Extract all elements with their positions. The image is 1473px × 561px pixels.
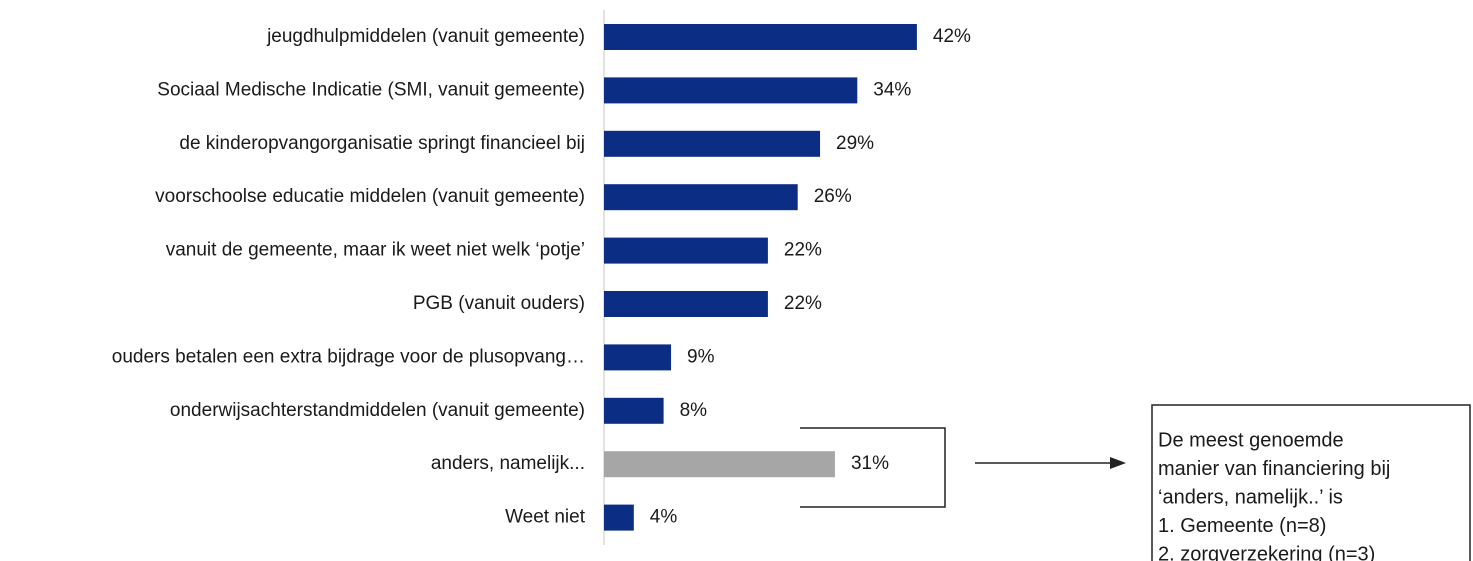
arrow-head xyxy=(1110,457,1126,469)
bar xyxy=(604,77,858,104)
bar xyxy=(604,130,821,157)
value-label: 26% xyxy=(814,186,852,207)
bar xyxy=(604,184,798,211)
category-label: PGB (vanuit ouders) xyxy=(413,293,585,314)
value-label: 34% xyxy=(873,79,911,100)
category-label: Weet niet xyxy=(505,507,586,528)
annotation-text: De meest genoemde xyxy=(1158,429,1344,451)
bar xyxy=(604,344,672,371)
bar xyxy=(604,397,664,424)
annotation-text: manier van financiering bij xyxy=(1158,458,1390,480)
bar xyxy=(604,291,768,317)
value-label: 42% xyxy=(933,26,971,47)
annotation-box xyxy=(1151,404,1471,561)
category-label: Sociaal Medische Indicatie (SMI, vanuit … xyxy=(157,79,585,100)
bracket xyxy=(800,427,946,508)
category-label: anders, namelijk... xyxy=(431,453,585,474)
annotation-text: 1. Gemeente (n=8) xyxy=(1158,515,1326,537)
category-label: onderwijsachterstandmiddelen (vanuit gem… xyxy=(170,400,585,421)
value-label: 22% xyxy=(784,240,822,261)
value-label: 31% xyxy=(851,453,889,474)
value-label: 22% xyxy=(784,293,822,314)
category-label: voorschoolse educatie middelen (vanuit g… xyxy=(155,186,585,207)
value-label: 4% xyxy=(650,507,678,528)
annotation-text: 2. zorgverzekering (n=3) xyxy=(1158,543,1375,561)
bar xyxy=(604,451,835,478)
category-label: vanuit de gemeente, maar ik weet niet we… xyxy=(166,240,585,261)
value-label: 8% xyxy=(680,400,708,421)
bar xyxy=(604,504,634,531)
bar xyxy=(604,237,768,264)
category-label: ouders betalen een extra bijdrage voor d… xyxy=(112,346,585,367)
value-label: 29% xyxy=(836,133,874,154)
value-label: 9% xyxy=(687,346,715,367)
category-label: de kinderopvangorganisatie springt finan… xyxy=(179,133,585,154)
bar xyxy=(604,24,917,50)
category-label: jeugdhulpmiddelen (vanuit gemeente) xyxy=(266,26,585,47)
annotation-text: ‘anders, namelijk..’ is xyxy=(1158,486,1343,508)
